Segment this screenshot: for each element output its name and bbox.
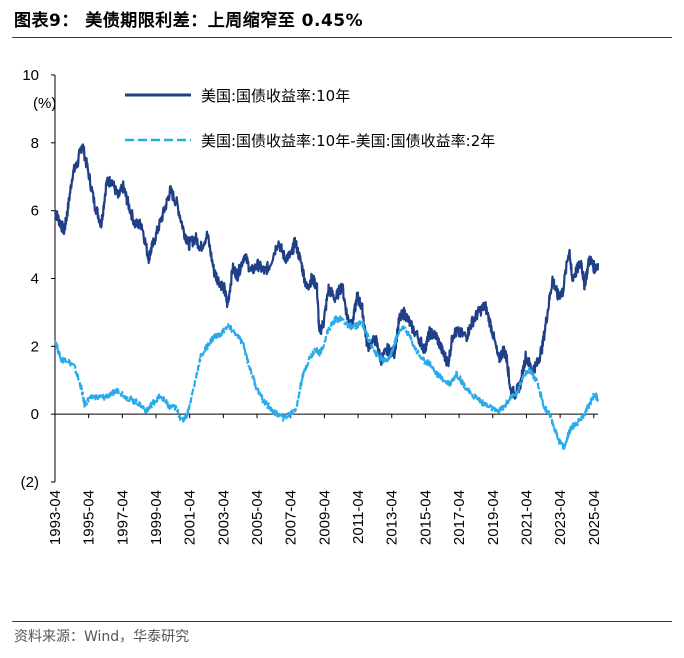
x-tick-label: 2021-04: [518, 490, 535, 545]
x-tick-label: 2023-04: [552, 490, 569, 545]
x-tick-label: 1995-04: [81, 490, 98, 545]
source-note: 资料来源：Wind，华泰研究: [14, 629, 190, 645]
legend-label: 美国:国债收益率:10年: [201, 87, 350, 105]
x-tick-label: 2005-04: [249, 490, 266, 545]
x-tick-label: 1999-04: [148, 490, 165, 545]
x-tick-label: 1997-04: [114, 490, 131, 545]
y-tick-label: 8: [31, 135, 39, 152]
x-tick-label: 2015-04: [417, 490, 434, 545]
series-line-10y-yield: [54, 143, 600, 400]
series-line-10y-2y-spread: [53, 315, 600, 451]
y-tick-label: 6: [31, 203, 39, 220]
legend-label: 美国:国债收益率:10年-美国:国债收益率:2年: [201, 132, 495, 150]
x-tick-label: 1993-04: [47, 490, 64, 545]
y-axis-unit: (%): [33, 95, 56, 112]
chart-svg: 10 8 6 4 2 0 (2) (%) 1993-04 1995-04 1997-04 1999-0…: [21, 67, 603, 545]
y-tick-label: 2: [31, 338, 39, 355]
x-tick-label: 2019-04: [485, 490, 502, 545]
x-tick-label: 2025-04: [586, 490, 603, 545]
x-tick-label: 2017-04: [451, 490, 468, 545]
footer-divider: [12, 621, 672, 622]
chart-lines: [53, 143, 600, 451]
x-tick-label: 2011-04: [350, 490, 367, 544]
y-tick-label: 10: [22, 67, 39, 84]
chart-title: 图表9： 美债期限利差：上周缩窄至 0.45%: [14, 11, 364, 31]
x-tick-label: 2013-04: [384, 490, 401, 545]
title-divider: [12, 37, 672, 38]
x-tick-label: 2001-04: [182, 490, 199, 545]
x-tick-label: 2009-04: [316, 490, 333, 545]
x-tick-label: 2007-04: [283, 490, 300, 545]
y-tick-label: (2): [21, 474, 39, 491]
x-tick-label: 2003-04: [215, 490, 232, 545]
chart-axes: 10 8 6 4 2 0 (2) (%) 1993-04 1995-04 1997-04 1999-0…: [21, 67, 603, 545]
y-tick-label: 0: [31, 406, 39, 423]
y-tick-label: 4: [31, 271, 39, 288]
